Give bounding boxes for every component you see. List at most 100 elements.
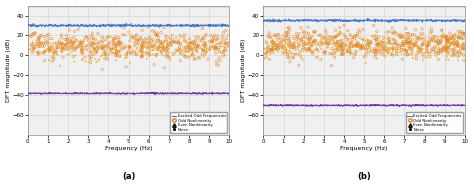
Point [125, 46, 132, 49]
Point [274, 36, 282, 39]
Point [214, 64, 222, 67]
Point [377, 35, 385, 38]
Point [325, 42, 333, 45]
Point [184, 51, 192, 54]
Point [112, 37, 119, 40]
Point [395, 44, 402, 47]
Point [393, 47, 401, 50]
Point [205, 46, 212, 49]
Point [293, 36, 301, 39]
Point [182, 50, 190, 53]
Point [322, 38, 330, 41]
Point [267, 39, 274, 42]
Point [449, 48, 457, 51]
Point [310, 50, 317, 53]
Point [461, 47, 468, 50]
Point [207, 45, 214, 48]
Point [343, 50, 351, 53]
Point [457, 30, 465, 33]
Point [118, 51, 126, 54]
Point [35, 40, 42, 43]
Point [29, 40, 36, 43]
Point [193, 45, 201, 48]
Point [155, 35, 162, 38]
Point [278, 43, 286, 46]
Point [178, 44, 186, 47]
Point [127, 51, 135, 54]
Point [380, 51, 388, 54]
Point [95, 49, 102, 53]
Point [295, 32, 303, 35]
Point [438, 29, 446, 32]
Point [61, 46, 68, 49]
Point [37, 52, 45, 55]
Point [45, 33, 53, 36]
Point [189, 49, 196, 53]
Point [186, 45, 194, 48]
Point [291, 48, 298, 51]
Point [74, 39, 82, 42]
Point [211, 47, 219, 50]
Point [333, 42, 340, 45]
Point [139, 46, 146, 49]
Point [402, 49, 410, 53]
Point [190, 46, 198, 49]
Point [349, 36, 357, 39]
Point [276, 46, 283, 49]
Point [66, 40, 73, 44]
Point [119, 43, 127, 46]
Point [428, 47, 436, 50]
Point [223, 49, 231, 52]
Point [163, 40, 170, 43]
Point [141, 38, 148, 41]
Point [36, 45, 44, 48]
Point [182, 49, 190, 52]
Point [157, 36, 165, 40]
Point [425, 50, 432, 53]
Point [100, 39, 108, 42]
Point [319, 43, 326, 46]
Point [261, 45, 269, 48]
Point [29, 43, 37, 46]
Point [393, 51, 401, 54]
Point [192, 49, 200, 52]
Point [154, 32, 161, 35]
Point [400, 40, 407, 43]
Point [457, 36, 465, 39]
Point [133, 49, 140, 53]
Point [335, 43, 343, 46]
Point [146, 51, 153, 54]
Point [109, 46, 116, 49]
Point [205, 45, 213, 48]
Point [309, 40, 317, 43]
Point [100, 39, 107, 42]
Point [122, 51, 130, 54]
Point [125, 48, 132, 51]
Point [213, 46, 221, 49]
Point [32, 51, 40, 54]
Point [210, 45, 218, 48]
Point [310, 41, 317, 44]
Point [289, 44, 297, 47]
Point [301, 35, 308, 38]
Point [437, 48, 444, 51]
Point [293, 47, 301, 50]
Point [425, 51, 433, 54]
Point [280, 48, 287, 51]
Point [149, 42, 157, 45]
Point [370, 51, 378, 54]
Point [431, 50, 439, 53]
Point [159, 41, 166, 44]
Point [350, 45, 357, 48]
Point [419, 47, 427, 50]
Point [444, 45, 452, 49]
Point [442, 42, 450, 45]
Point [51, 51, 58, 54]
Point [315, 50, 322, 53]
Point [145, 44, 153, 47]
Point [455, 55, 463, 58]
Point [177, 51, 184, 54]
Point [420, 39, 428, 42]
Point [93, 47, 100, 50]
Point [458, 52, 465, 55]
